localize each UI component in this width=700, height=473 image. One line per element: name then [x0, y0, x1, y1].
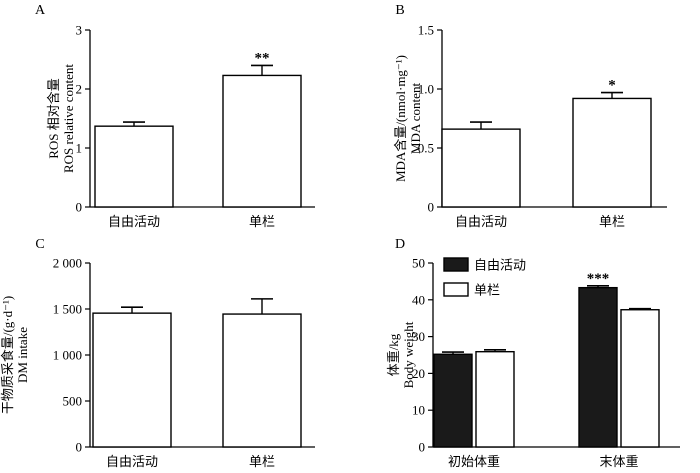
y-tick-label: 1 500 — [53, 302, 82, 317]
panel-b: B 0 0.5 1.0 1.5 MDA含量/(nmol·mg⁻¹) MDA content 自… — [393, 3, 667, 229]
panel-label: C — [35, 237, 44, 252]
x-tick-label: 单栏 — [249, 214, 275, 229]
y-tick-label: 0 — [428, 200, 435, 215]
legend-label: 单栏 — [474, 283, 500, 298]
y-tick-label: 2 000 — [53, 256, 82, 271]
y-axis-label-en: Body weight — [401, 321, 416, 388]
y-axis-label-cn: MDA含量/(nmol·mg⁻¹) — [393, 55, 408, 182]
y-axis-label-cn: ROS 相对含量 — [46, 78, 61, 159]
y-tick-label: 50 — [412, 256, 425, 271]
panel-label: B — [395, 3, 404, 18]
bar — [92, 312, 172, 448]
y-tick-label: 0 — [76, 440, 83, 455]
x-tick-label: 自由活动 — [106, 454, 158, 469]
bar — [475, 350, 515, 448]
y-tick-label: 0 — [76, 200, 83, 215]
y-tick-label: 30 — [412, 329, 425, 344]
y-tick-label: 1.5 — [418, 23, 434, 38]
y-tick-label: 0 — [419, 440, 426, 455]
significance-marker: * — [608, 78, 616, 94]
x-tick-label: 末体重 — [599, 454, 638, 469]
y-tick-label: 500 — [63, 394, 83, 409]
bar — [433, 353, 473, 448]
y-axis-label-en: MDA content — [408, 83, 423, 155]
x-tick-label: 初始体重 — [448, 454, 500, 469]
legend-swatch — [443, 257, 469, 272]
y-axis-label-en: DM intake — [15, 327, 30, 383]
y-tick-label: 40 — [412, 292, 425, 307]
panel-a: A 0 1 2 3 ROS 相对含量 ROS relative content 自由活动 ** 单… — [35, 3, 315, 229]
significance-marker: ** — [255, 50, 270, 66]
bar — [222, 74, 302, 208]
x-tick-label: 自由活动 — [108, 214, 160, 229]
legend-swatch — [443, 282, 469, 297]
panel-label: D — [395, 237, 405, 252]
y-tick-label: 10 — [412, 403, 425, 418]
bar — [578, 286, 618, 448]
legend-label: 自由活动 — [474, 258, 526, 273]
y-tick-label: 20 — [412, 366, 425, 381]
y-axis-label-en: ROS relative content — [61, 64, 76, 173]
y-tick-label: 1 000 — [53, 348, 82, 363]
bar — [572, 97, 652, 208]
panel-c: C 0 500 1 000 1 500 2 000 干物质采食量/(g·d⁻¹) DM int… — [0, 237, 315, 469]
x-tick-label: 单栏 — [249, 454, 275, 469]
bar — [94, 125, 174, 208]
significance-marker: *** — [587, 271, 610, 287]
x-tick-label: 自由活动 — [455, 214, 507, 229]
bar — [222, 313, 302, 448]
y-tick-label: 3 — [76, 23, 83, 38]
bar — [441, 128, 521, 208]
x-tick-label: 单栏 — [599, 214, 625, 229]
y-tick-label: 0.5 — [418, 141, 434, 156]
panel-d: D 0 10 20 30 40 50 体重/kg Body weight 初始体重 *** 末体重 自由… — [386, 237, 680, 469]
y-axis-label-cn: 体重/kg — [386, 333, 401, 376]
y-tick-label: 1 — [76, 141, 83, 156]
y-axis-label-cn: 干物质采食量/(g·d⁻¹) — [0, 296, 15, 414]
y-tick-label: 1.0 — [418, 82, 434, 97]
panel-label: A — [35, 3, 46, 18]
bar — [620, 309, 660, 448]
y-tick-label: 2 — [76, 82, 83, 97]
